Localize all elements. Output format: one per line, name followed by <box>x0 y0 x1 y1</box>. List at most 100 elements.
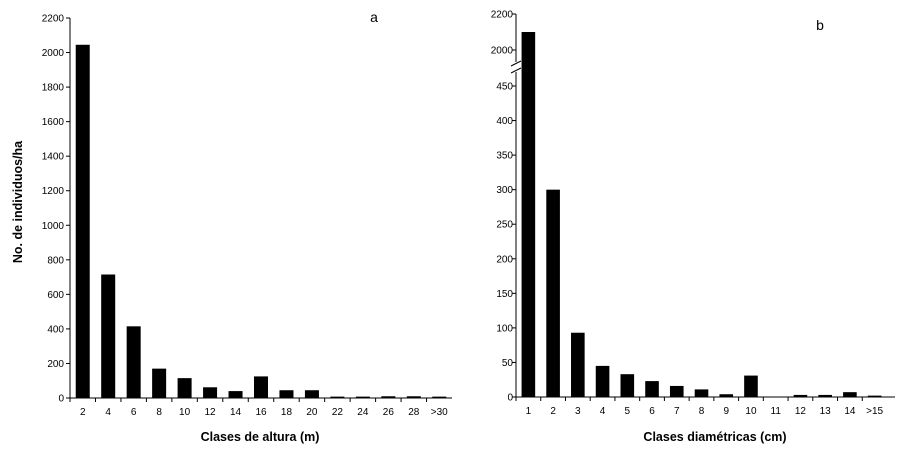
x-tick-label-b: 14 <box>844 406 856 417</box>
x-tick-label-b: 1 <box>526 406 532 417</box>
x-tick-label-b: >15 <box>866 406 883 417</box>
x-tick-label-b: 13 <box>820 406 832 417</box>
x-tick-label-a: 6 <box>131 407 137 418</box>
y-tick-label-a: 1000 <box>42 221 65 232</box>
axis-break-mark-lower-b <box>510 67 522 74</box>
bar-a <box>330 396 345 398</box>
x-axis-title-b: Clases diamétricas (cm) <box>643 430 786 444</box>
x-axis-title-a: Clases de altura (m) <box>201 430 320 444</box>
x-tick-label-b: 2 <box>550 406 556 417</box>
x-tick-label-a: 18 <box>281 407 293 418</box>
x-tick-label-a: 4 <box>105 407 111 418</box>
x-tick-label-a: 20 <box>306 407 318 418</box>
x-tick-label-a: >30 <box>431 407 448 418</box>
bar-b <box>744 375 758 397</box>
chart-panel-a: a No. de individuos/ha Clases de altura … <box>11 9 452 444</box>
bars-b <box>521 32 882 397</box>
y-tick-label-b: 2000 <box>491 46 514 57</box>
chart-panel-b: b Clases diamétricas (cm) 05010015020025… <box>491 10 895 444</box>
x-tick-label-a: 16 <box>255 407 267 418</box>
x-tick-label-a: 12 <box>205 407 217 418</box>
y-tick-label-b: 2200 <box>491 10 514 21</box>
panel-label-a: a <box>370 9 378 25</box>
x-tick-label-a: 24 <box>357 407 369 418</box>
x-tick-label-b: 6 <box>649 406 655 417</box>
bar-a <box>355 396 370 398</box>
y-tick-label-a: 800 <box>47 255 64 266</box>
y-tick-label-b: 250 <box>496 220 513 231</box>
y-ticks-b: 0 50 100 150 200 250 300 350 400 450 2000 2200 <box>491 10 516 404</box>
x-tick-label-b: 5 <box>625 406 631 417</box>
x-tick-label-a: 8 <box>156 407 162 418</box>
x-ticks-a: 2 4 6 8 10 12 14 16 18 20 22 24 26 28 >30 <box>69 398 448 418</box>
y-tick-label-a: 2200 <box>42 14 65 25</box>
x-tick-label-b: 4 <box>600 406 606 417</box>
bar-b <box>818 394 832 397</box>
y-tick-label-b: 300 <box>496 185 513 196</box>
bar-b <box>793 394 808 397</box>
y-tick-label-b: 450 <box>496 82 513 93</box>
y-tick-label-a: 0 <box>58 394 64 405</box>
bars-a <box>75 44 447 398</box>
axis-break-mark-upper-b <box>510 60 522 67</box>
x-tick-label-a: 14 <box>230 407 242 418</box>
y-tick-label-a: 1600 <box>42 117 65 128</box>
bar-a <box>203 387 218 398</box>
bar-a <box>253 376 269 398</box>
bar-b <box>694 389 709 397</box>
bar-b <box>669 385 684 397</box>
x-tick-label-a: 10 <box>179 407 191 418</box>
x-tick-label-a: 28 <box>408 407 420 418</box>
panel-label-b: b <box>816 17 824 33</box>
bar-a <box>126 326 141 398</box>
y-axis-title-a: No. de individuos/ha <box>11 140 25 263</box>
bar-a <box>432 396 447 398</box>
y-tick-label-b: 200 <box>496 254 513 265</box>
x-tick-label-b: 9 <box>723 406 729 417</box>
bar-b <box>719 394 734 397</box>
bar-a <box>304 390 319 398</box>
y-tick-label-b: 150 <box>496 289 513 300</box>
x-tick-label-b: 10 <box>745 406 757 417</box>
x-tick-label-b: 8 <box>699 406 705 417</box>
y-tick-label-b: 0 <box>507 393 513 404</box>
bar-b <box>645 381 659 397</box>
bar-a <box>101 274 116 398</box>
bar-b <box>571 332 585 397</box>
bar-b <box>595 365 610 397</box>
bar-a <box>279 390 294 398</box>
x-tick-label-a: 26 <box>383 407 395 418</box>
bar-b <box>546 189 560 397</box>
y-ticks-a: 0 200 400 600 800 1000 1200 1400 1600 1800 2000 220… <box>42 14 70 405</box>
y-tick-label-a: 1400 <box>42 152 65 163</box>
y-tick-label-a: 600 <box>47 290 64 301</box>
axes-b <box>510 14 895 398</box>
bar-a <box>177 378 192 398</box>
x-tick-label-b: 7 <box>674 406 680 417</box>
bar-b <box>867 395 882 397</box>
y-tick-label-b: 350 <box>496 151 513 162</box>
bar-b <box>620 374 635 397</box>
x-tick-label-a: 22 <box>332 407 344 418</box>
bar-a <box>228 391 243 398</box>
bar-b <box>521 32 536 397</box>
y-tick-label-a: 2000 <box>42 48 65 59</box>
bar-a <box>75 44 90 398</box>
x-tick-label-a: 2 <box>80 407 86 418</box>
bar-a <box>152 368 167 398</box>
x-tick-label-b: 11 <box>771 406 782 417</box>
x-tick-label-b: 12 <box>795 406 807 417</box>
bar-a <box>381 396 396 398</box>
bar-b <box>843 392 857 397</box>
y-tick-label-a: 1200 <box>42 186 65 197</box>
bar-a <box>406 396 421 398</box>
y-tick-label-b: 50 <box>502 358 514 369</box>
y-tick-label-a: 1800 <box>42 83 65 94</box>
x-tick-label-b: 3 <box>575 406 581 417</box>
x-ticks-b: 1 2 3 4 5 6 7 8 9 10 11 12 13 14 >15 <box>515 397 884 417</box>
y-tick-label-b: 100 <box>496 323 513 334</box>
y-tick-label-b: 400 <box>496 116 513 127</box>
y-tick-label-a: 400 <box>47 324 64 335</box>
y-tick-label-a: 200 <box>47 359 64 370</box>
